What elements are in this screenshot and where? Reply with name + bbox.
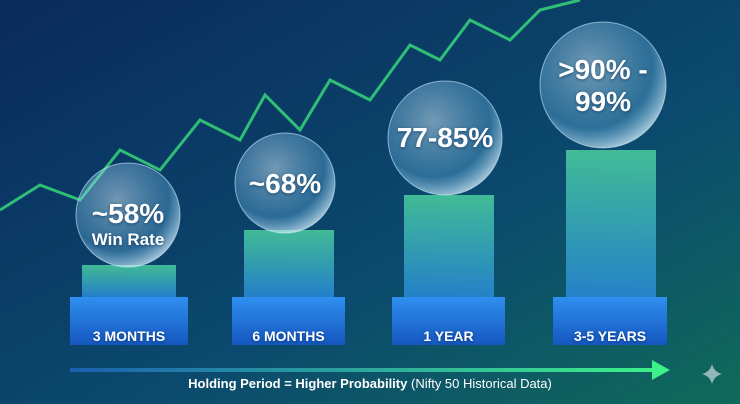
period-label: 3 MONTHS [92, 328, 166, 344]
pillar-3 [387, 80, 505, 345]
value-note: Win Rate [91, 230, 165, 249]
footer-detail: (Nifty 50 Historical Data) [410, 376, 552, 391]
period-label: 6 MONTHS [252, 328, 325, 344]
pillar-1 [70, 162, 188, 345]
pillar-2 [232, 132, 345, 345]
sparkle-icon [702, 364, 722, 384]
trend-line [0, 0, 581, 212]
arrow-head [652, 360, 670, 380]
value: >90% - 99% [558, 54, 648, 117]
value: 77-85% [396, 122, 494, 153]
period-label: 3-5 YEARS [573, 328, 647, 344]
footer: Holding Period = Higher Probability (Nif… [0, 376, 740, 391]
period-label: 1 YEAR [423, 328, 474, 344]
pillar-4 [539, 21, 667, 345]
arrow-shaft [70, 368, 655, 372]
value: ~68% [248, 168, 322, 199]
footer-emphasis: Holding Period = Higher Probability [188, 376, 408, 391]
value: ~58% [91, 198, 165, 229]
